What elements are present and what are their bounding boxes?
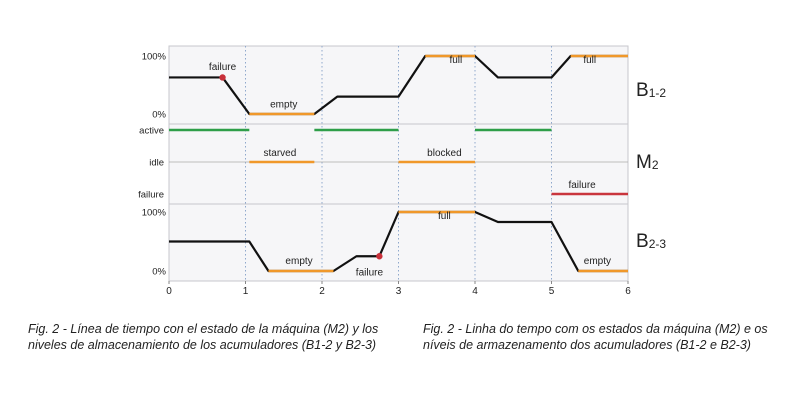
panel-label: B1-2 bbox=[636, 80, 666, 101]
panel-label-sub: 2-3 bbox=[649, 237, 667, 251]
annotation-label: failure bbox=[209, 62, 237, 73]
failure-point bbox=[376, 253, 383, 260]
x-tick-label: 6 bbox=[625, 286, 631, 297]
failure-point bbox=[219, 74, 226, 81]
panel-label: M2 bbox=[636, 152, 659, 173]
panel-label-main: B bbox=[636, 231, 649, 252]
x-tick-label: 5 bbox=[549, 286, 555, 297]
panel-background bbox=[168, 45, 629, 125]
panel-label-sub: 1-2 bbox=[649, 86, 667, 100]
level-line bbox=[169, 210, 628, 273]
annotation-label: empty bbox=[584, 256, 611, 267]
panel-label-sub: 2 bbox=[652, 158, 659, 172]
state-label-idle: idle bbox=[149, 158, 164, 169]
annotation-label: empty bbox=[270, 100, 297, 111]
panel-label: B2-3 bbox=[636, 231, 666, 252]
annotation-label: full bbox=[449, 55, 462, 66]
caption-portuguese: Fig. 2 - Linha do tempo com os estados d… bbox=[423, 322, 768, 352]
x-tick-label: 4 bbox=[472, 286, 478, 297]
annotation-label: empty bbox=[285, 256, 312, 267]
y-tick-label: 100% bbox=[142, 52, 167, 63]
x-tick-label: 1 bbox=[243, 286, 249, 297]
panel-label-main: M bbox=[636, 152, 652, 173]
x-tick-label: 0 bbox=[166, 286, 172, 297]
y-tick-label: 0% bbox=[152, 110, 166, 121]
annotation-label: full bbox=[438, 211, 451, 222]
annotation-label: starved bbox=[264, 148, 297, 159]
caption-spanish: Fig. 2 - Línea de tiempo con el estado d… bbox=[28, 322, 379, 352]
annotation-label: full bbox=[583, 55, 596, 66]
panel-label-main: B bbox=[636, 80, 649, 101]
y-tick-label: 100% bbox=[142, 208, 167, 219]
annotation-label: blocked bbox=[427, 148, 461, 159]
state-label-active: active bbox=[139, 126, 164, 137]
y-tick-label: 0% bbox=[152, 267, 166, 278]
state-label-failure: failure bbox=[138, 190, 164, 201]
annotation-label: failure bbox=[568, 180, 596, 191]
x-tick-label: 2 bbox=[319, 286, 325, 297]
panel-background bbox=[168, 123, 629, 205]
x-tick-label: 3 bbox=[396, 286, 402, 297]
annotation-label: failure bbox=[356, 268, 384, 279]
